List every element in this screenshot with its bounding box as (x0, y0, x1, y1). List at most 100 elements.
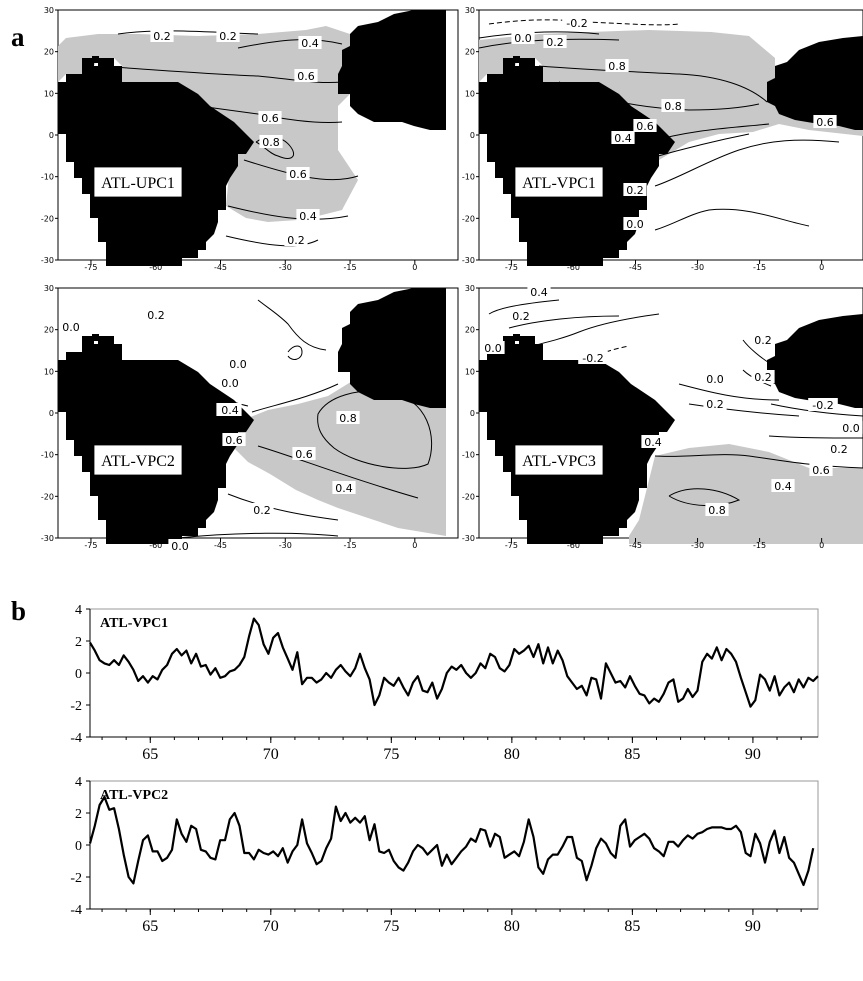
contour-label: 0.6 (225, 434, 243, 447)
plot-area (89, 608, 819, 738)
contour-label-bg (216, 29, 240, 42)
y-tick-label: -2 (70, 699, 82, 714)
contour-label-bg (144, 308, 168, 321)
contour-label-bg (771, 479, 795, 492)
contour-line (654, 208, 810, 231)
contour-label: 0.6 (297, 70, 315, 83)
contour-label-bg (827, 442, 851, 455)
y-tick-label: -30 (41, 534, 54, 543)
y-tick-label: 10 (465, 367, 475, 376)
contour-line (538, 65, 768, 103)
x-tick-label: -45 (629, 263, 642, 272)
contour-label: 0.0 (229, 358, 247, 371)
x-tick-label: 85 (624, 918, 640, 935)
contour-label-bg (751, 370, 775, 383)
contour-line (508, 315, 620, 329)
contour-label: 0.6 (816, 116, 834, 129)
y-tick-label: 30 (465, 284, 475, 293)
contour-line (225, 235, 319, 247)
contour-label-bg (336, 411, 360, 424)
y-tick-label: -20 (462, 214, 475, 223)
y-tick-label: 30 (465, 6, 475, 15)
contour-label: 0.2 (754, 371, 772, 384)
contour-label: 0.2 (219, 30, 237, 43)
x-tick-label: -30 (279, 541, 292, 550)
timeseries-vpc1: 4 2 0 -2 -4 65 70 75 80 85 90 ATL-VPC1 (70, 603, 819, 763)
contour-label-bg (292, 447, 316, 460)
shaded-region (58, 26, 358, 222)
x-tick-label: 70 (263, 918, 279, 935)
contour-label: 0.8 (664, 100, 682, 113)
contour-label: 0.2 (546, 36, 564, 49)
contour-line (768, 435, 863, 439)
contour-label-bg (623, 183, 647, 196)
contour-label: 0.2 (706, 398, 724, 411)
contour-label-bg (633, 119, 657, 132)
contour-label-bg (661, 99, 685, 112)
y-tick-label: 30 (44, 6, 54, 15)
contour-label-bg (481, 341, 505, 354)
south-america-landmass (479, 58, 675, 266)
africa-landmass (767, 36, 863, 130)
x-tick-label: -60 (567, 263, 580, 272)
contour-label-bg (809, 463, 833, 476)
x-tick-label: -30 (691, 263, 704, 272)
south-america-landmass (58, 58, 254, 266)
contour-label-bg (703, 397, 727, 410)
panel-label-b: b (11, 596, 27, 626)
x-tick-label: -75 (505, 541, 518, 550)
contour-label: 0.4 (301, 37, 319, 50)
y-tick-label: 30 (44, 284, 54, 293)
contour-line (654, 139, 840, 187)
x-tick-label: 80 (504, 918, 520, 935)
contour-label: 0.0 (171, 540, 189, 553)
contour-label-bg (641, 435, 665, 448)
x-tick-label: -45 (629, 541, 642, 550)
contour-line (488, 299, 560, 315)
africa-landmass (767, 314, 863, 408)
x-tick-label: 0 (412, 541, 417, 550)
island (513, 334, 520, 341)
south-america-landmass (479, 336, 675, 544)
contour-label: 0.6 (261, 112, 279, 125)
contour-label-bg (222, 433, 246, 446)
contour-line (478, 31, 600, 39)
y-tick-label: 4 (75, 775, 82, 790)
x-tick-label: 90 (745, 918, 761, 935)
y-tick-label: 2 (75, 635, 82, 650)
contour-label: 0.2 (512, 310, 530, 323)
south-america-landmass (58, 336, 254, 544)
contour-label-bg (250, 503, 274, 516)
y-tick-label: 10 (44, 89, 54, 98)
map-name-box (93, 166, 183, 198)
contour-label-bg (578, 351, 608, 364)
x-tick-label: -75 (84, 541, 97, 550)
contour-label: 0.2 (626, 184, 644, 197)
contour-label: 0.0 (484, 342, 502, 355)
x-tick-label: -45 (214, 541, 227, 550)
map-name: ATL-VPC3 (522, 453, 596, 470)
contour-label-bg (296, 209, 320, 222)
y-tick-label: -20 (41, 492, 54, 501)
contour-label: 0.4 (530, 286, 548, 299)
africa-landmass (338, 10, 446, 130)
contour-label-bg (705, 503, 729, 516)
contour-label: 0.4 (335, 482, 353, 495)
contour-label-bg (703, 372, 727, 385)
contour-line (678, 383, 780, 401)
island (513, 56, 520, 63)
contour-line (117, 30, 259, 35)
contour-line (668, 488, 741, 507)
x-tick-label: 65 (142, 746, 158, 763)
y-tick-label: 0 (49, 409, 54, 418)
x-tick-label: 65 (142, 918, 158, 935)
contour-label-bg (59, 320, 83, 333)
y-tick-label: 0 (75, 667, 82, 682)
y-tick-label: 0 (470, 409, 475, 418)
contour-label: 0.6 (295, 448, 313, 461)
plot-area (89, 780, 819, 910)
contour-label-bg (623, 217, 647, 230)
y-tick-label: -4 (70, 903, 82, 918)
contour-label: 0.2 (754, 334, 772, 347)
contour-line (770, 403, 863, 417)
